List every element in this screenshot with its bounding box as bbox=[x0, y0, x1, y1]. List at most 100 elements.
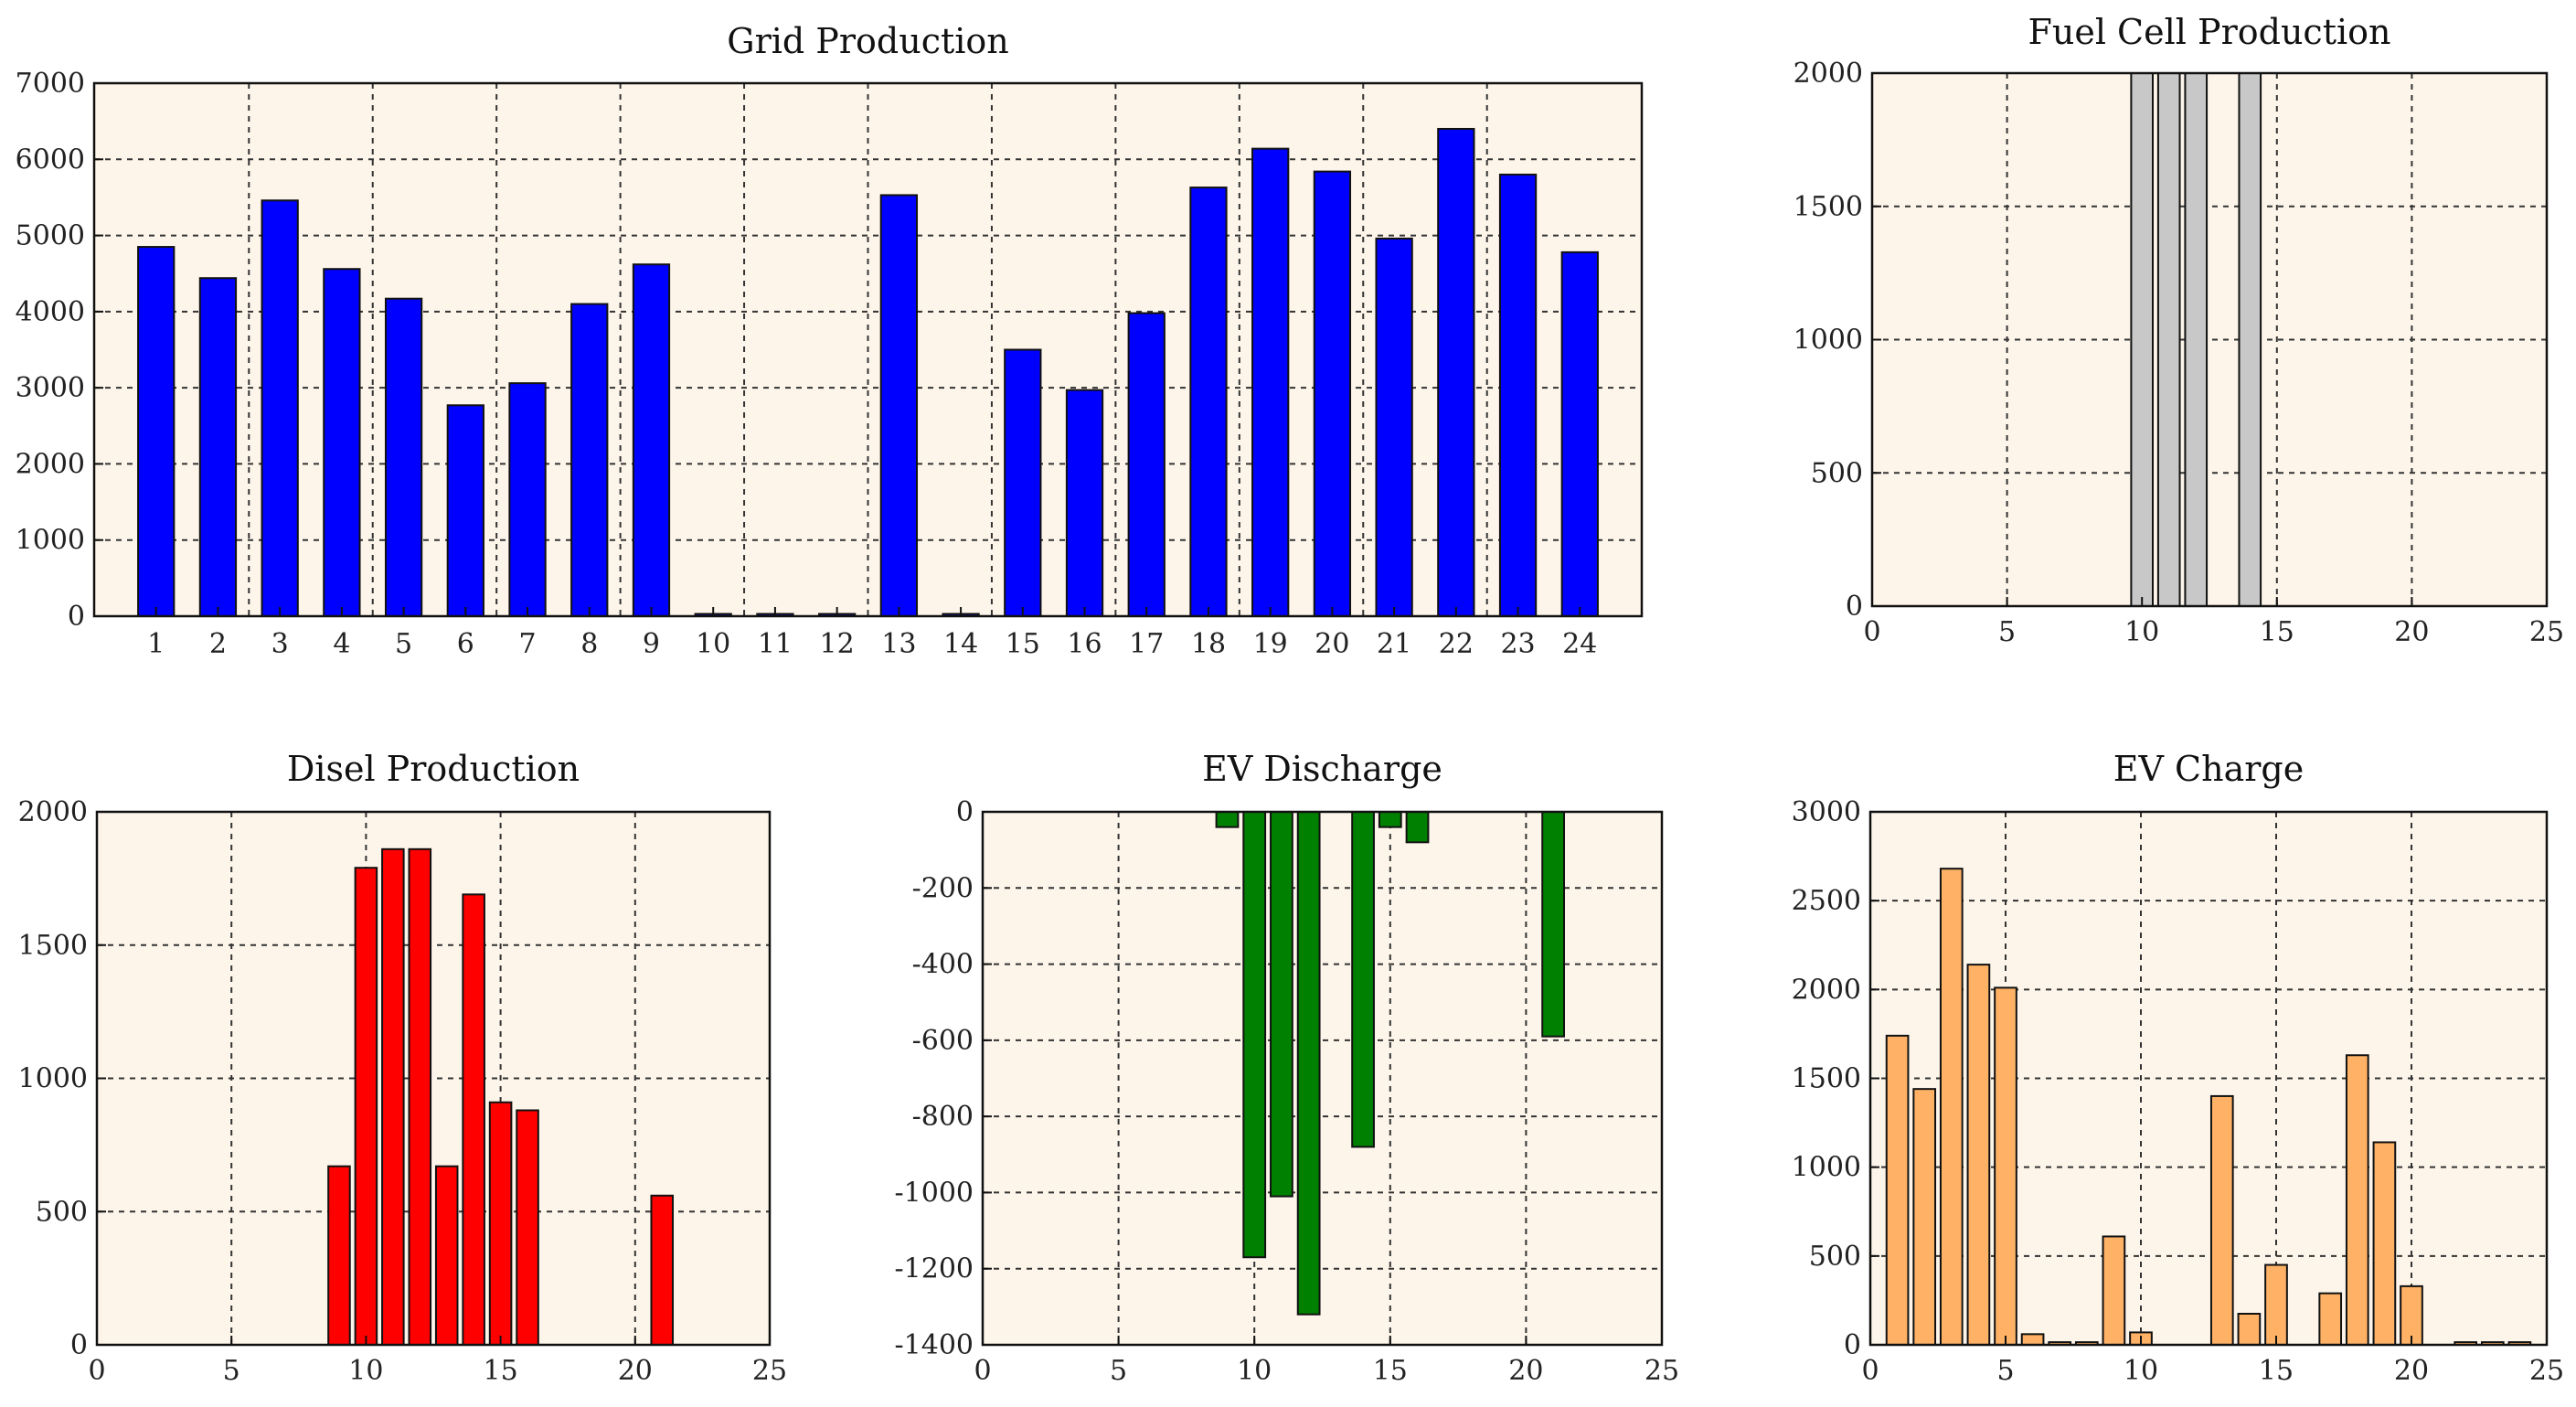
grid-xtick-label: 23 bbox=[1500, 628, 1535, 660]
diesel-xtick-label: 25 bbox=[752, 1355, 787, 1387]
diesel-bar bbox=[488, 1101, 513, 1346]
diesel-xtick-label: 0 bbox=[88, 1355, 105, 1387]
grid-bar bbox=[1065, 389, 1104, 617]
diesel-ytick-label: 500 bbox=[36, 1196, 88, 1228]
grid-ytick-label: 4000 bbox=[16, 296, 85, 328]
grid-xtick-label: 8 bbox=[580, 628, 598, 660]
grid-title: Grid Production bbox=[727, 21, 1009, 61]
grid-xtick-label: 17 bbox=[1129, 628, 1164, 660]
diesel-bar bbox=[327, 1165, 351, 1346]
grid-xtick-label: 3 bbox=[271, 628, 289, 660]
evchg-bar bbox=[2345, 1054, 2369, 1347]
diesel-ytick-label: 2000 bbox=[18, 796, 88, 828]
grid-bar bbox=[1313, 170, 1352, 618]
evchg-bar bbox=[1912, 1088, 1937, 1347]
evchg-bar bbox=[1994, 986, 2017, 1346]
diesel-bar bbox=[408, 847, 432, 1346]
grid-xtick-label: 7 bbox=[518, 628, 536, 660]
grid-xtick-label: 13 bbox=[881, 628, 916, 660]
diesel-chart: 0 500 1000 1500 2000 0 5 10 15 20 25 Disel Producti… bbox=[18, 749, 787, 1387]
grid-xtick-label: 14 bbox=[943, 628, 978, 660]
evdis-bar bbox=[1378, 811, 1402, 828]
evchg-bar bbox=[1966, 964, 1991, 1347]
grid-ytick-label: 7000 bbox=[16, 68, 85, 100]
evchg-bar bbox=[2237, 1312, 2262, 1347]
grid-xtick-label: 5 bbox=[395, 628, 412, 660]
fuel-ytick-label: 2000 bbox=[1794, 58, 1863, 90]
evchg-xtick-label: 15 bbox=[2259, 1355, 2294, 1387]
evdis-xtick-label: 20 bbox=[1508, 1355, 1543, 1387]
evchg-bar bbox=[1885, 1034, 1910, 1346]
diesel-xtick-label: 15 bbox=[484, 1355, 518, 1387]
evchg-ytick-label: 0 bbox=[1844, 1329, 1861, 1361]
grid-bar bbox=[1189, 187, 1228, 617]
evdis-xtick-label: 5 bbox=[1110, 1355, 1127, 1387]
grid-bar bbox=[1251, 147, 1290, 618]
evchg-bar bbox=[2264, 1263, 2288, 1347]
evdis-bar bbox=[1242, 811, 1267, 1259]
diesel-xtick-label: 10 bbox=[348, 1355, 383, 1387]
evchg-xtick-label: 10 bbox=[2124, 1355, 2158, 1387]
evchg-xtick-label: 20 bbox=[2394, 1355, 2429, 1387]
diesel-bar bbox=[650, 1194, 675, 1347]
fuel-xtick-label: 10 bbox=[2124, 616, 2159, 648]
evdis-bar bbox=[1296, 811, 1321, 1316]
evdis-ytick-label: -800 bbox=[912, 1101, 974, 1133]
evchg-bar bbox=[2318, 1292, 2343, 1346]
evdis-ytick-label: -1400 bbox=[895, 1329, 974, 1361]
grid-bar bbox=[137, 246, 176, 617]
evchg-bar bbox=[1939, 868, 1964, 1346]
fuel-xtick-label: 25 bbox=[2529, 616, 2564, 648]
fuel-bar bbox=[2156, 72, 2181, 607]
grid-ytick-label: 6000 bbox=[16, 144, 85, 176]
evdis-xtick-label: 25 bbox=[1645, 1355, 1679, 1387]
evdis-xtick-label: 0 bbox=[974, 1355, 991, 1387]
grid-xtick-label: 16 bbox=[1067, 628, 1102, 660]
grid-xtick-label: 19 bbox=[1253, 628, 1288, 660]
diesel-ytick-label: 1000 bbox=[18, 1063, 88, 1095]
grid-bar bbox=[632, 263, 671, 617]
evchg-bar bbox=[2209, 1094, 2234, 1347]
evchg-ytick-label: 1500 bbox=[1792, 1063, 1861, 1095]
evdis-ytick-label: -200 bbox=[912, 872, 974, 904]
grid-xtick-label: 4 bbox=[333, 628, 350, 660]
fuel-bar bbox=[2238, 72, 2262, 607]
evchg-chart: 0 500 1000 1500 2000 2500 3000 0 5 10 15 20 25 EV Cha… bbox=[1792, 749, 2564, 1387]
grid-ytick-label: 3000 bbox=[16, 372, 85, 404]
evchg-ytick-label: 3000 bbox=[1792, 796, 1861, 828]
diesel-title: Disel Production bbox=[287, 749, 580, 789]
diesel-xtick-label: 5 bbox=[223, 1355, 240, 1387]
grid-ytick-label: 1000 bbox=[16, 525, 85, 557]
diesel-xtick-label: 20 bbox=[618, 1355, 653, 1387]
diesel-bar bbox=[462, 893, 485, 1346]
evchg-xtick-label: 5 bbox=[1996, 1355, 2014, 1387]
evchg-bar bbox=[2020, 1333, 2045, 1346]
grid-bar bbox=[384, 297, 423, 617]
grid-ytick-label: 5000 bbox=[16, 220, 85, 252]
diesel-ytick-label: 1500 bbox=[18, 930, 88, 962]
fuel-ytick-label: 1500 bbox=[1794, 191, 1863, 223]
evdis-bar bbox=[1351, 811, 1375, 1148]
evdis-ytick-label: -1000 bbox=[895, 1177, 974, 1209]
evdis-xtick-label: 10 bbox=[1237, 1355, 1272, 1387]
diesel-ytick-label: 0 bbox=[70, 1329, 88, 1361]
evdis-xtick-label: 15 bbox=[1373, 1355, 1408, 1387]
evchg-bar bbox=[2372, 1141, 2397, 1346]
diesel-bar bbox=[516, 1109, 539, 1346]
grid-bar bbox=[1560, 250, 1599, 617]
grid-bar bbox=[446, 404, 484, 618]
grid-bar bbox=[1375, 237, 1413, 617]
evdis-axes-frame bbox=[981, 810, 1664, 1347]
grid-xtick-label: 21 bbox=[1377, 628, 1411, 660]
grid-xtick-label: 1 bbox=[147, 628, 165, 660]
evdis-bar bbox=[1270, 811, 1293, 1198]
diesel-bar bbox=[434, 1165, 459, 1346]
evdis-ytick-label: -600 bbox=[912, 1025, 974, 1057]
grid-xtick-label: 12 bbox=[820, 628, 855, 660]
fuel-title: Fuel Cell Production bbox=[2028, 12, 2391, 52]
grid-bar bbox=[1437, 127, 1475, 617]
grid-xtick-label: 20 bbox=[1315, 628, 1349, 660]
diesel-bar bbox=[354, 867, 378, 1346]
